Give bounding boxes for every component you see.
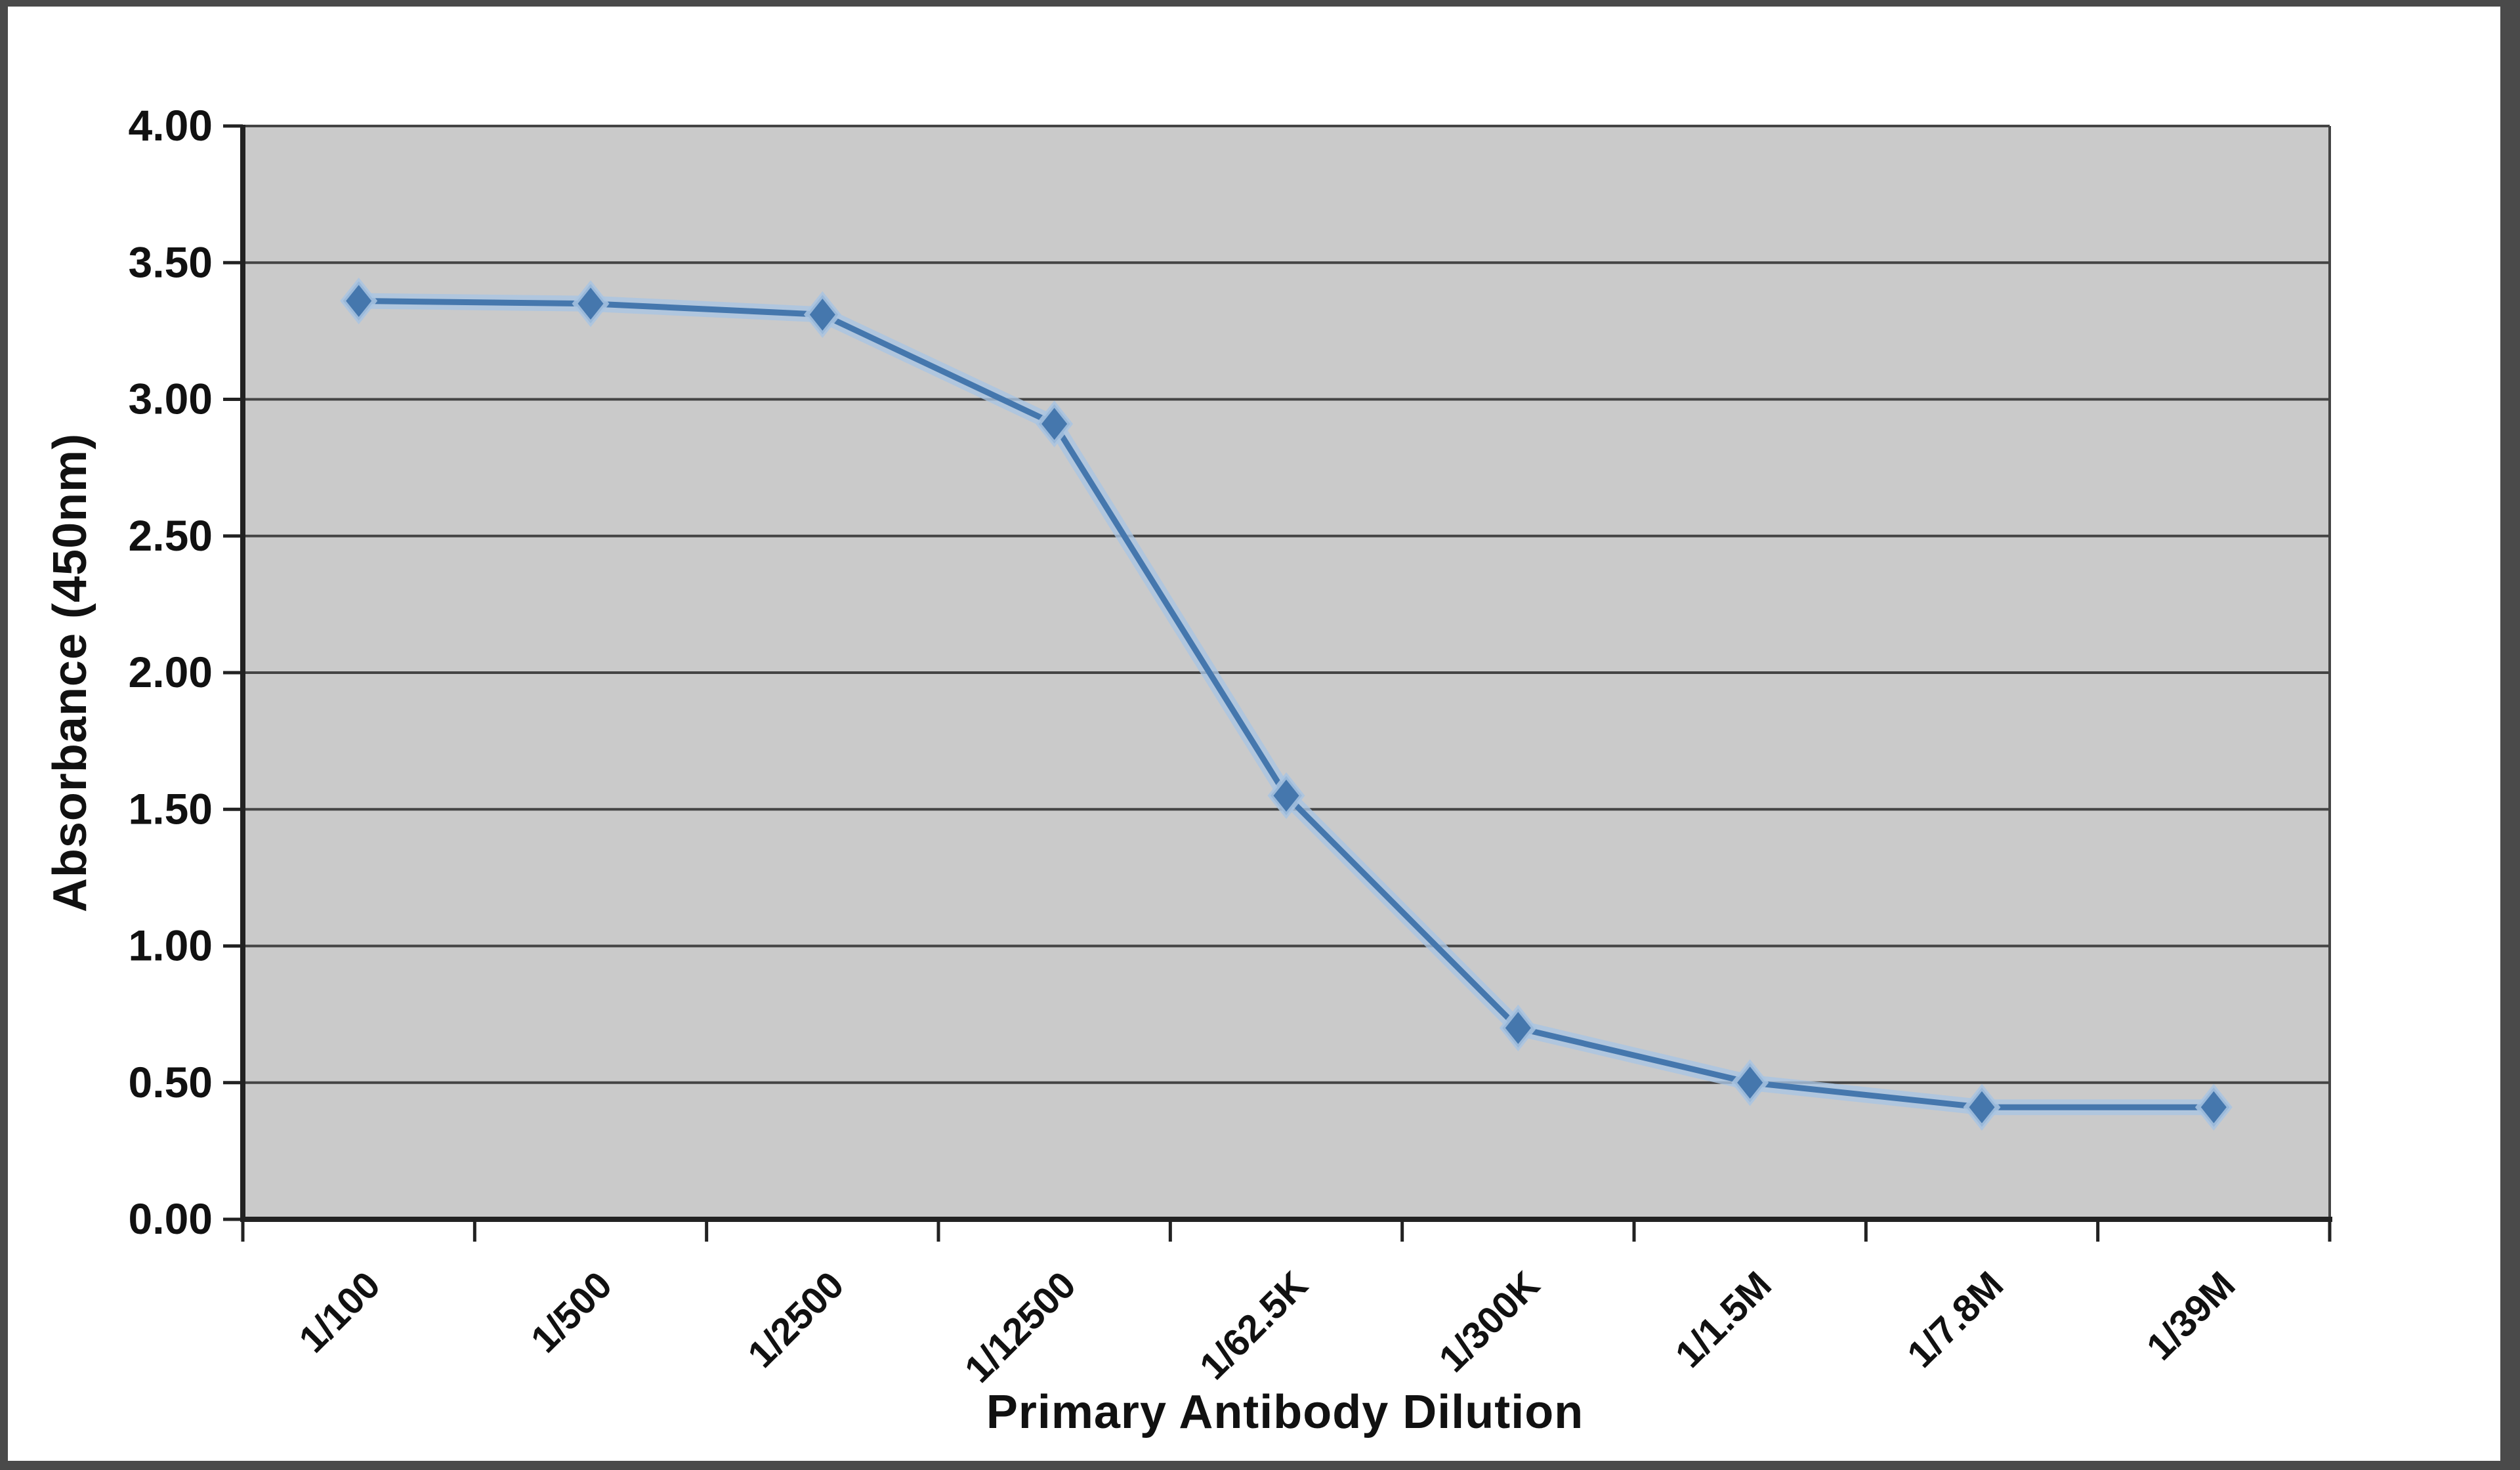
data-point-marker xyxy=(2194,1083,2233,1131)
x-tick-label: 1/2500 xyxy=(740,1263,852,1376)
x-tick-label: 1/62.5K xyxy=(1192,1263,1316,1388)
y-tick-label: 0.50 xyxy=(129,1058,213,1106)
y-tick-label: 0.00 xyxy=(129,1194,213,1243)
data-point-marker xyxy=(803,291,841,338)
x-tick-label: 1/12500 xyxy=(957,1263,1084,1391)
x-tick-label: 1/100 xyxy=(291,1263,388,1361)
data-point-marker xyxy=(1731,1059,1769,1106)
data-point-marker xyxy=(1267,772,1305,820)
data-point-marker xyxy=(1963,1083,2001,1131)
data-point-marker xyxy=(340,277,378,325)
y-tick-label: 2.50 xyxy=(129,511,213,560)
y-tick-label: 3.00 xyxy=(129,375,213,423)
y-tick-label: 1.00 xyxy=(129,921,213,970)
y-tick-label: 3.50 xyxy=(129,238,213,286)
x-tick-label: 1/1.5M xyxy=(1668,1263,1780,1376)
x-tick-label: 1/300K xyxy=(1431,1263,1547,1380)
x-tick-label: 1/500 xyxy=(523,1263,621,1361)
data-point-marker xyxy=(1499,1004,1537,1052)
data-point-marker xyxy=(1036,400,1074,448)
x-tick-label: 1/7.8M xyxy=(1899,1263,2011,1376)
y-tick-label: 4.00 xyxy=(129,101,213,150)
y-tick-label: 2.00 xyxy=(129,648,213,696)
data-point-marker xyxy=(572,280,610,327)
y-tick-label: 1.50 xyxy=(129,784,213,833)
x-tick-label: 1/39M xyxy=(2139,1263,2244,1368)
